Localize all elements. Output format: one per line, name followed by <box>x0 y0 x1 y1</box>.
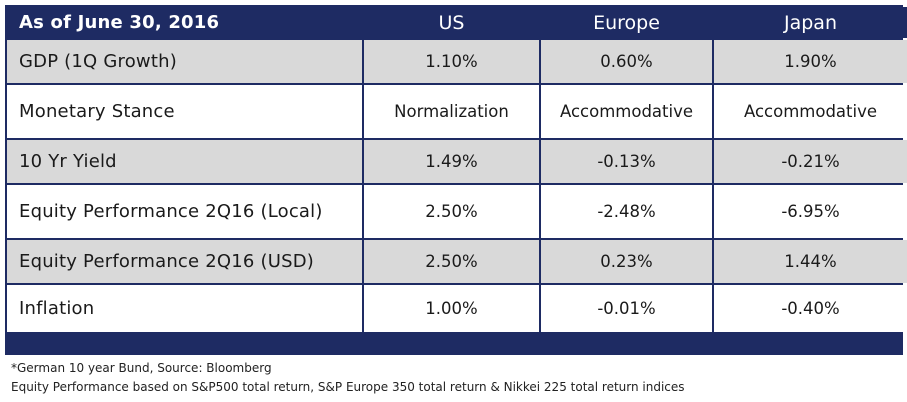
cell-equity-local-europe: -2.48% <box>541 185 712 238</box>
footnotes: *German 10 year Bund, Source: Bloomberg … <box>11 359 685 397</box>
cell-equity-usd-japan: 1.44% <box>714 240 907 283</box>
market-comparison-table: As of June 30, 2016 US Europe Japan GDP … <box>5 5 907 355</box>
cell-10yr-yield-japan: -0.21% <box>714 140 907 183</box>
cell-monetary-stance-japan: Accommodative <box>714 85 907 138</box>
header-date-label: As of June 30, 2016 <box>7 7 362 38</box>
cell-monetary-stance-europe: Accommodative <box>541 85 712 138</box>
cell-10yr-yield-us: 1.49% <box>364 140 539 183</box>
cell-equity-usd-europe: 0.23% <box>541 240 712 283</box>
cell-gdp-us: 1.10% <box>364 40 539 83</box>
column-header-japan: Japan <box>714 7 907 38</box>
row-label-inflation: Inflation <box>7 285 362 332</box>
row-label-monetary-stance: Monetary Stance <box>7 85 362 138</box>
cell-gdp-japan: 1.90% <box>714 40 907 83</box>
column-header-us: US <box>364 7 539 38</box>
footnote-equity-note: Equity Performance based on S&P500 total… <box>11 380 685 394</box>
cell-inflation-europe: -0.01% <box>541 285 712 332</box>
footnote-source: *German 10 year Bund, Source: Bloomberg <box>11 361 272 375</box>
cell-equity-local-us: 2.50% <box>364 185 539 238</box>
table-grid: As of June 30, 2016 US Europe Japan GDP … <box>7 7 907 332</box>
cell-monetary-stance-us: Normalization <box>364 85 539 138</box>
cell-inflation-japan: -0.40% <box>714 285 907 332</box>
row-label-equity-usd: Equity Performance 2Q16 (USD) <box>7 240 362 283</box>
row-label-equity-local: Equity Performance 2Q16 (Local) <box>7 185 362 238</box>
cell-equity-usd-us: 2.50% <box>364 240 539 283</box>
column-header-europe: Europe <box>541 7 712 38</box>
row-label-gdp: GDP (1Q Growth) <box>7 40 362 83</box>
cell-10yr-yield-europe: -0.13% <box>541 140 712 183</box>
cell-inflation-us: 1.00% <box>364 285 539 332</box>
cell-equity-local-japan: -6.95% <box>714 185 907 238</box>
row-label-10yr-yield: 10 Yr Yield <box>7 140 362 183</box>
cell-gdp-europe: 0.60% <box>541 40 712 83</box>
